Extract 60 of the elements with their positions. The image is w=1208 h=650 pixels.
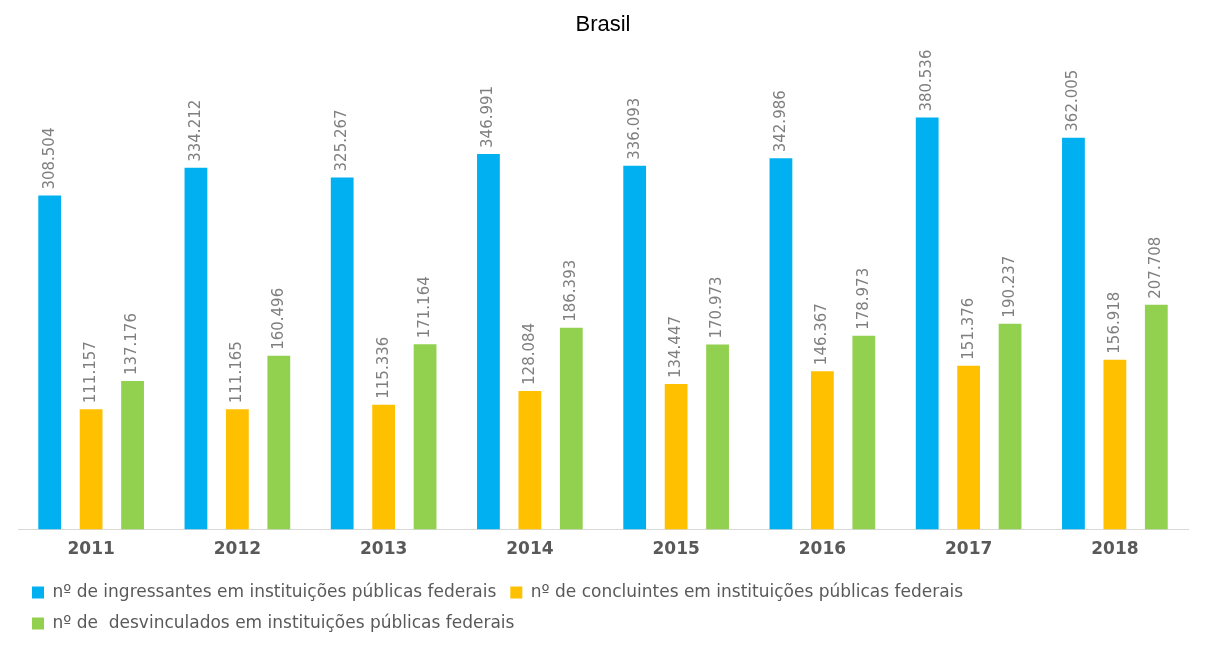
- bar: [810, 371, 834, 530]
- x-tick-label: 2011: [67, 538, 115, 559]
- data-label: 151.376: [958, 297, 977, 360]
- data-label: 137.176: [122, 313, 141, 376]
- data-label: 128.084: [519, 322, 538, 385]
- bar: [559, 327, 583, 530]
- x-tick-label: 2017: [944, 538, 993, 559]
- bar: [267, 355, 291, 530]
- legend-label: nº de ingressantes em instituições públicas federais: [52, 580, 497, 601]
- data-label: 160.496: [268, 287, 287, 350]
- bar: [413, 344, 437, 530]
- bar: [38, 195, 62, 530]
- bar: [518, 390, 542, 530]
- data-label: 190.237: [999, 255, 1018, 318]
- data-label: 362.005: [1063, 69, 1082, 132]
- bar: [477, 153, 500, 530]
- data-label: 111.157: [81, 341, 100, 404]
- bar: [1144, 304, 1168, 530]
- bar: [121, 381, 144, 530]
- data-label: 342.986: [770, 90, 789, 153]
- x-tick-label: 2018: [1091, 538, 1139, 559]
- bar: [1103, 359, 1127, 530]
- data-label: 325.267: [332, 109, 351, 172]
- bar: [915, 117, 939, 530]
- data-label: 171.164: [414, 276, 433, 339]
- data-label: 178.973: [853, 267, 872, 330]
- x-tick-label: 2012: [213, 538, 262, 559]
- x-tick-label: 2016: [798, 538, 847, 559]
- legend-label: nº de concluintes em instituições públicas federais: [530, 580, 964, 601]
- data-label: 308.504: [39, 127, 58, 190]
- data-label: 115.336: [373, 336, 392, 399]
- chart-title: Brasil: [575, 11, 631, 37]
- legend-label: nº de desvinculados em instituições públicas federais: [52, 611, 515, 632]
- bar: [1062, 137, 1085, 530]
- data-label: 134.447: [666, 316, 685, 379]
- data-label: 186.393: [561, 259, 580, 322]
- bar: [372, 404, 396, 530]
- x-tick-label: 2014: [506, 538, 554, 559]
- bar: [998, 323, 1022, 530]
- bar: [852, 335, 876, 530]
- bar: [664, 384, 688, 530]
- x-tick-label: 2015: [652, 538, 700, 559]
- bar: [184, 167, 208, 530]
- x-tick-label: 2013: [359, 538, 408, 559]
- bar: [330, 177, 354, 530]
- data-label: 380.536: [917, 49, 936, 112]
- data-label: 111.165: [227, 341, 246, 404]
- data-label: 346.991: [478, 85, 497, 148]
- bar: [79, 409, 103, 530]
- bar: [769, 158, 793, 530]
- data-label: 207.708: [1146, 236, 1165, 299]
- data-label: 156.918: [1104, 291, 1123, 354]
- data-label: 170.973: [707, 276, 726, 339]
- bar: [957, 365, 981, 530]
- data-label: 146.367: [812, 303, 831, 366]
- data-label: 336.093: [624, 97, 643, 160]
- bar: [706, 344, 729, 530]
- data-label: 334.212: [185, 99, 204, 162]
- bar: [623, 165, 647, 530]
- bar: [225, 409, 249, 530]
